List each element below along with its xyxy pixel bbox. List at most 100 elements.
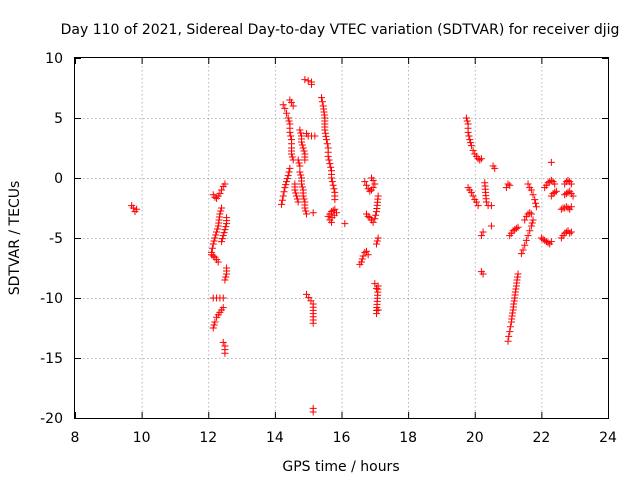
data-point [504, 180, 512, 188]
data-point [566, 229, 574, 237]
data-point [300, 195, 308, 203]
data-point [280, 188, 288, 196]
data-point [298, 183, 306, 191]
data-point [214, 258, 222, 266]
data-point [469, 192, 477, 200]
data-point [285, 168, 293, 176]
data-point [279, 192, 287, 200]
data-point [552, 187, 560, 195]
tick-marks [75, 58, 609, 419]
data-point [467, 142, 475, 150]
data-point [567, 203, 575, 211]
data-point [528, 219, 536, 227]
data-point [220, 229, 228, 237]
data-point [479, 270, 487, 278]
data-point [331, 205, 339, 213]
data-point [327, 163, 335, 171]
data-point [324, 152, 332, 160]
data-point [567, 228, 575, 236]
data-point [297, 171, 305, 179]
data-point [487, 202, 495, 210]
x-tick-label: 14 [266, 430, 284, 446]
data-point [514, 223, 522, 231]
data-point [284, 114, 292, 122]
data-point [532, 199, 540, 207]
data-point [281, 184, 289, 192]
data-point [281, 104, 289, 112]
x-tick-label: 22 [532, 430, 550, 446]
data-point [223, 214, 231, 222]
data-point [477, 155, 485, 163]
data-point [211, 318, 219, 326]
data-point [210, 321, 218, 329]
data-point [341, 220, 349, 228]
data-point [569, 192, 577, 200]
data-point [219, 232, 227, 240]
data-point [208, 244, 216, 252]
data-point [309, 319, 317, 327]
data-point [311, 132, 319, 140]
data-point [358, 255, 366, 263]
x-tick-label: 8 [71, 430, 80, 446]
x-tick-labels: 8 10 12 14 16 18 20 22 24 [71, 430, 617, 446]
data-point [517, 250, 525, 258]
data-point [329, 181, 337, 189]
data-point [210, 237, 218, 245]
data-point [286, 164, 294, 172]
data-point [463, 117, 471, 125]
plot-frame [74, 57, 609, 419]
data-point [362, 247, 370, 255]
data-point [288, 150, 296, 158]
data-point [564, 176, 572, 184]
data-point [532, 203, 540, 211]
data-point [467, 139, 475, 147]
data-point [218, 186, 226, 194]
data-point [469, 146, 477, 154]
data-point [219, 304, 227, 312]
data-point [285, 117, 293, 125]
data-point [296, 162, 304, 170]
data-point [218, 238, 226, 246]
data-point [218, 204, 226, 212]
data-point [295, 159, 303, 167]
data-point [218, 235, 226, 243]
data-point [133, 205, 141, 213]
data-point [209, 240, 217, 248]
y-tick-label: -20 [40, 411, 63, 427]
data-point [223, 264, 231, 272]
y-axis-label: SDTVAR / TECUs [7, 181, 23, 296]
data-point [521, 216, 529, 224]
data-point [322, 132, 330, 140]
data-point [321, 126, 329, 134]
data-point [293, 195, 301, 203]
data-point [361, 178, 369, 186]
data-point [221, 226, 229, 234]
data-point [519, 246, 527, 254]
data-point [557, 205, 565, 213]
data-point [567, 180, 575, 188]
data-point [291, 186, 299, 194]
data-point [547, 176, 555, 184]
data-point [289, 102, 297, 110]
data-point [308, 80, 316, 88]
data-point [221, 276, 229, 284]
data-point [491, 164, 499, 172]
x-tick-label: 16 [333, 430, 351, 446]
data-point [364, 251, 372, 259]
data-point [472, 198, 480, 206]
data-point [222, 223, 230, 231]
data-point [209, 324, 217, 332]
data-point [374, 306, 382, 314]
data-point [506, 323, 514, 331]
data-point [364, 212, 372, 220]
data-point [287, 132, 295, 140]
data-point [318, 94, 326, 102]
data-point [282, 181, 290, 189]
data-point [464, 128, 472, 136]
data-point [479, 228, 487, 236]
data-point [301, 204, 309, 212]
data-point [367, 174, 375, 182]
data-point [372, 310, 380, 318]
data-point [219, 294, 227, 302]
